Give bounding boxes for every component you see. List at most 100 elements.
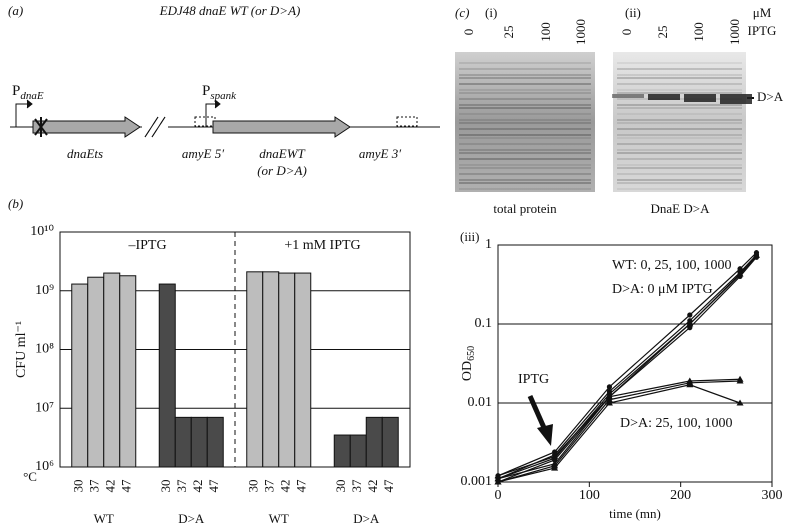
- gel-band: [459, 104, 591, 106]
- gel-band: [459, 164, 591, 166]
- x-axis-label: time (mn): [609, 506, 661, 521]
- diagram-title: EDJ48 dnaE WT (or D>A): [159, 3, 301, 18]
- series-line: [497, 252, 757, 477]
- marker: [494, 478, 502, 485]
- annotation: D>A: 0 μM IPTG: [612, 282, 713, 297]
- gel-band: [459, 173, 591, 175]
- lane-label: 1000: [727, 19, 742, 45]
- gel-band: [459, 92, 591, 94]
- bar: [246, 271, 264, 468]
- y-tick-label: 0.001: [461, 474, 493, 489]
- y-axis-label: OD650: [460, 346, 477, 381]
- gel-band: [459, 149, 591, 151]
- gel-band: [459, 62, 591, 64]
- bar: [174, 416, 192, 468]
- y-axis-label-sub: 650: [466, 346, 477, 361]
- plot-frame: [497, 244, 773, 483]
- y-axis-label: CFU ml⁻¹: [14, 321, 29, 378]
- marker: [736, 399, 744, 406]
- gene-label: dnaEts: [67, 146, 103, 161]
- x-tick-label: 100: [579, 488, 600, 503]
- unit: μM: [753, 5, 772, 20]
- gel-band: [459, 179, 591, 181]
- gel-band: [459, 68, 591, 70]
- gel-band: [459, 188, 591, 190]
- group-label: WT: [269, 511, 289, 526]
- gel-band: [648, 94, 680, 100]
- gel-band: [459, 143, 591, 145]
- gel-band: [459, 89, 591, 91]
- gel-band: [459, 128, 591, 130]
- y-tick-label: 10⁶: [35, 459, 54, 474]
- gel-band: [459, 167, 591, 169]
- band-label: D>A: [757, 89, 784, 104]
- bar: [365, 416, 383, 468]
- x-tick-label: 42: [103, 480, 118, 493]
- promoter-p: P: [202, 83, 210, 99]
- gel-band: [617, 173, 742, 175]
- gel-band: [617, 113, 742, 115]
- promoter-sub: dnaE: [20, 90, 44, 102]
- bar: [349, 434, 367, 468]
- series-line: [497, 254, 757, 480]
- x-tick-label: 47: [119, 479, 134, 493]
- group-label: D>A: [353, 511, 380, 526]
- gel-band: [459, 158, 591, 160]
- bar: [103, 272, 121, 468]
- gel-band: [617, 164, 742, 166]
- gel-band: [617, 119, 742, 121]
- gel-band: [684, 94, 716, 102]
- lane-label: 1000: [573, 19, 588, 45]
- gel-band: [459, 113, 591, 115]
- marker: [687, 312, 693, 318]
- bar: [381, 416, 399, 468]
- gel-band: [617, 158, 742, 160]
- x-tick-label: 30: [158, 480, 173, 493]
- bar: [333, 434, 351, 468]
- marker: [606, 384, 613, 390]
- y-tick-label: 10¹⁰: [30, 224, 54, 239]
- gel-band: [617, 107, 742, 109]
- promoter: Pspank: [202, 83, 237, 101]
- marker: [551, 453, 559, 460]
- x-tick-label: 37: [87, 479, 102, 493]
- marker: [752, 251, 760, 258]
- gene-label: dnaEWT: [259, 146, 305, 161]
- lane-label: 100: [538, 22, 553, 42]
- lane-label: 25: [655, 26, 670, 39]
- x-tick-label: 30: [333, 480, 348, 493]
- marker: [494, 475, 502, 482]
- gel-band: [459, 122, 591, 124]
- x-tick-label: 42: [278, 480, 293, 493]
- gel-band: [617, 188, 742, 190]
- panel-label: (iii): [460, 229, 480, 244]
- x-tick-label: 47: [206, 479, 221, 493]
- promoter: PdnaE: [12, 83, 44, 101]
- panel-label: (a): [8, 3, 23, 18]
- annotation: D>A: 25, 100, 1000: [620, 416, 733, 431]
- panel-label: (i): [485, 5, 497, 20]
- y-tick-label: 0.01: [468, 395, 493, 410]
- bar: [190, 416, 208, 468]
- annotation: WT: 0, 25, 100, 1000: [612, 258, 731, 273]
- x-tick-label: 47: [294, 479, 309, 493]
- gel-caption: DnaE D>A: [651, 201, 711, 216]
- x-tick-label: 37: [349, 479, 364, 493]
- x-tick-label: 30: [246, 480, 261, 493]
- x-tick-label: 37: [174, 479, 189, 493]
- annotation-arrowhead: [537, 424, 553, 446]
- y-tick-label: 10⁸: [35, 342, 54, 357]
- gel-band: [459, 182, 591, 184]
- bar: [262, 271, 280, 468]
- promoter-p: P: [12, 83, 20, 99]
- bar: [119, 275, 137, 468]
- group-label: WT: [94, 511, 114, 526]
- gel-band: [617, 149, 742, 151]
- annotation: IPTG: [518, 372, 549, 387]
- gel-band: [459, 137, 591, 139]
- gene-label: amyE 5′: [182, 146, 224, 161]
- gel-band: [459, 152, 591, 154]
- gel-image: [455, 52, 595, 192]
- gel-band: [459, 77, 591, 79]
